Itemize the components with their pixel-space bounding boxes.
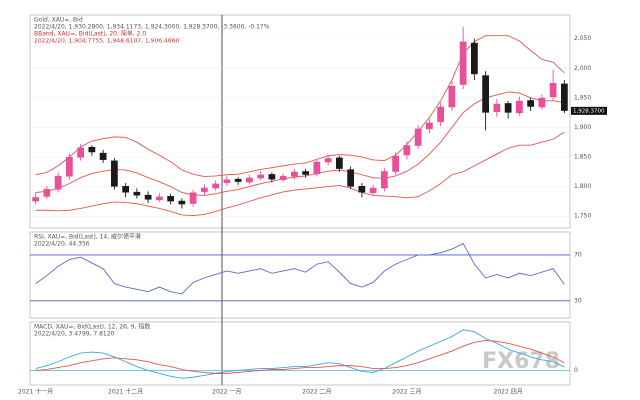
band-line	[35, 35, 565, 177]
candle-body	[549, 83, 557, 98]
candle-body	[257, 174, 264, 179]
candle-body	[516, 100, 523, 114]
x-tick-label: 2021 十一月	[18, 388, 53, 396]
band-title: BBand, XAU=, Bid(Last), 20, 简单, 2.0	[34, 30, 146, 38]
candle-body	[369, 187, 377, 194]
candle-body	[66, 157, 73, 177]
candle-body	[336, 157, 343, 169]
x-tick-label: 2022 二月	[302, 389, 331, 396]
candle-body	[234, 178, 242, 182]
candle-body	[437, 106, 444, 123]
rsi-panel	[29, 231, 571, 319]
y-tick-label: 70	[574, 251, 582, 258]
y-tick-label: 30	[574, 297, 582, 304]
candle-body	[77, 147, 84, 158]
candle-body	[448, 86, 456, 108]
candle-body	[313, 161, 321, 175]
y-tick-label: 0	[574, 367, 578, 374]
candle-body	[302, 171, 309, 175]
candle-body	[122, 185, 129, 193]
indicator-line	[35, 339, 565, 374]
band-subtitle: 2022/4/20, 1,904.7755, 1,948.6107, 1,906…	[34, 38, 179, 45]
candle-body	[156, 196, 163, 201]
candle-body	[99, 152, 107, 160]
candle-body	[144, 194, 152, 200]
macd-title: MACD, XAU=, Bid(Last), 12, 26, 9, 指数	[34, 323, 150, 331]
price-panel	[29, 14, 571, 229]
candle-body	[538, 97, 546, 108]
candle-body	[43, 188, 51, 197]
x-tick-label: 2022 四月	[494, 389, 523, 396]
candle-body	[178, 200, 186, 205]
indicator-line	[35, 242, 565, 295]
x-tick-label: 2022 一月	[212, 389, 241, 396]
candle-body	[111, 160, 118, 187]
candle-body	[414, 128, 422, 146]
candle-body	[347, 169, 354, 187]
x-tick-label: 2021 十二月	[108, 388, 143, 396]
candle-body	[88, 146, 96, 153]
macd-subtitle: 2022/4/20, 3.4799, 7.8120	[34, 331, 115, 338]
candle-body	[279, 175, 287, 181]
candle-body	[403, 145, 411, 156]
candle-body	[212, 183, 219, 189]
candle-body	[54, 175, 62, 190]
candle-body	[189, 192, 197, 204]
chart-subtitle: 2022/4/20, 1,930.2800, 1,934.1173, 1,924…	[34, 24, 270, 31]
y-tick-label: 2,000	[574, 65, 591, 72]
macd-panel	[29, 321, 571, 386]
chart-title: Gold, XAU=, Bid	[34, 17, 83, 24]
candle-body	[223, 179, 231, 184]
candle-body	[504, 103, 512, 113]
candle-body	[358, 185, 366, 193]
candle-body	[201, 187, 208, 192]
last-price-label: 1,928.3700	[573, 108, 605, 114]
candle-body	[426, 122, 433, 130]
rsi-subtitle: 2022/4/20, 44.356	[34, 241, 90, 248]
candle-body	[268, 174, 276, 180]
y-tick-label: 1,900	[574, 124, 591, 131]
candle-body	[482, 75, 489, 113]
y-tick-label: 1,800	[574, 183, 591, 190]
candle-body	[291, 171, 298, 177]
indicator-line	[35, 329, 565, 379]
candle-body	[32, 197, 39, 202]
candle-body	[324, 158, 332, 163]
candle-body	[493, 103, 501, 113]
band-line	[35, 91, 565, 196]
y-tick-label: 1,750	[574, 213, 591, 220]
band-line	[35, 131, 565, 217]
candle-body	[246, 177, 253, 183]
rsi-title: RSI, XAU=, Bid(Last), 14, 威尔德平滑	[34, 233, 141, 241]
candle-body	[561, 83, 568, 111]
candle-body	[471, 42, 478, 75]
y-tick-label: 2,050	[574, 35, 591, 42]
candle-body	[167, 196, 174, 202]
candle-body	[133, 191, 141, 196]
candle-body	[381, 171, 388, 189]
y-tick-label: 1,850	[574, 154, 591, 161]
x-tick-label: 2022 三月	[392, 389, 421, 396]
y-tick-label: 1,950	[574, 94, 591, 101]
last-price-tag	[571, 106, 607, 115]
candle-body	[392, 155, 399, 172]
candle-body	[527, 100, 534, 107]
candle-body	[459, 41, 467, 85]
